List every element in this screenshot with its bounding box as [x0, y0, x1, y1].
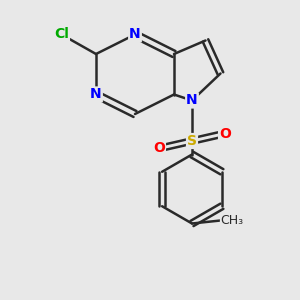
Text: CH₃: CH₃: [220, 214, 244, 227]
Text: N: N: [186, 94, 198, 107]
Text: N: N: [129, 28, 141, 41]
Text: O: O: [153, 142, 165, 155]
Text: O: O: [219, 127, 231, 140]
Text: S: S: [187, 134, 197, 148]
Text: N: N: [90, 88, 102, 101]
Text: Cl: Cl: [54, 28, 69, 41]
